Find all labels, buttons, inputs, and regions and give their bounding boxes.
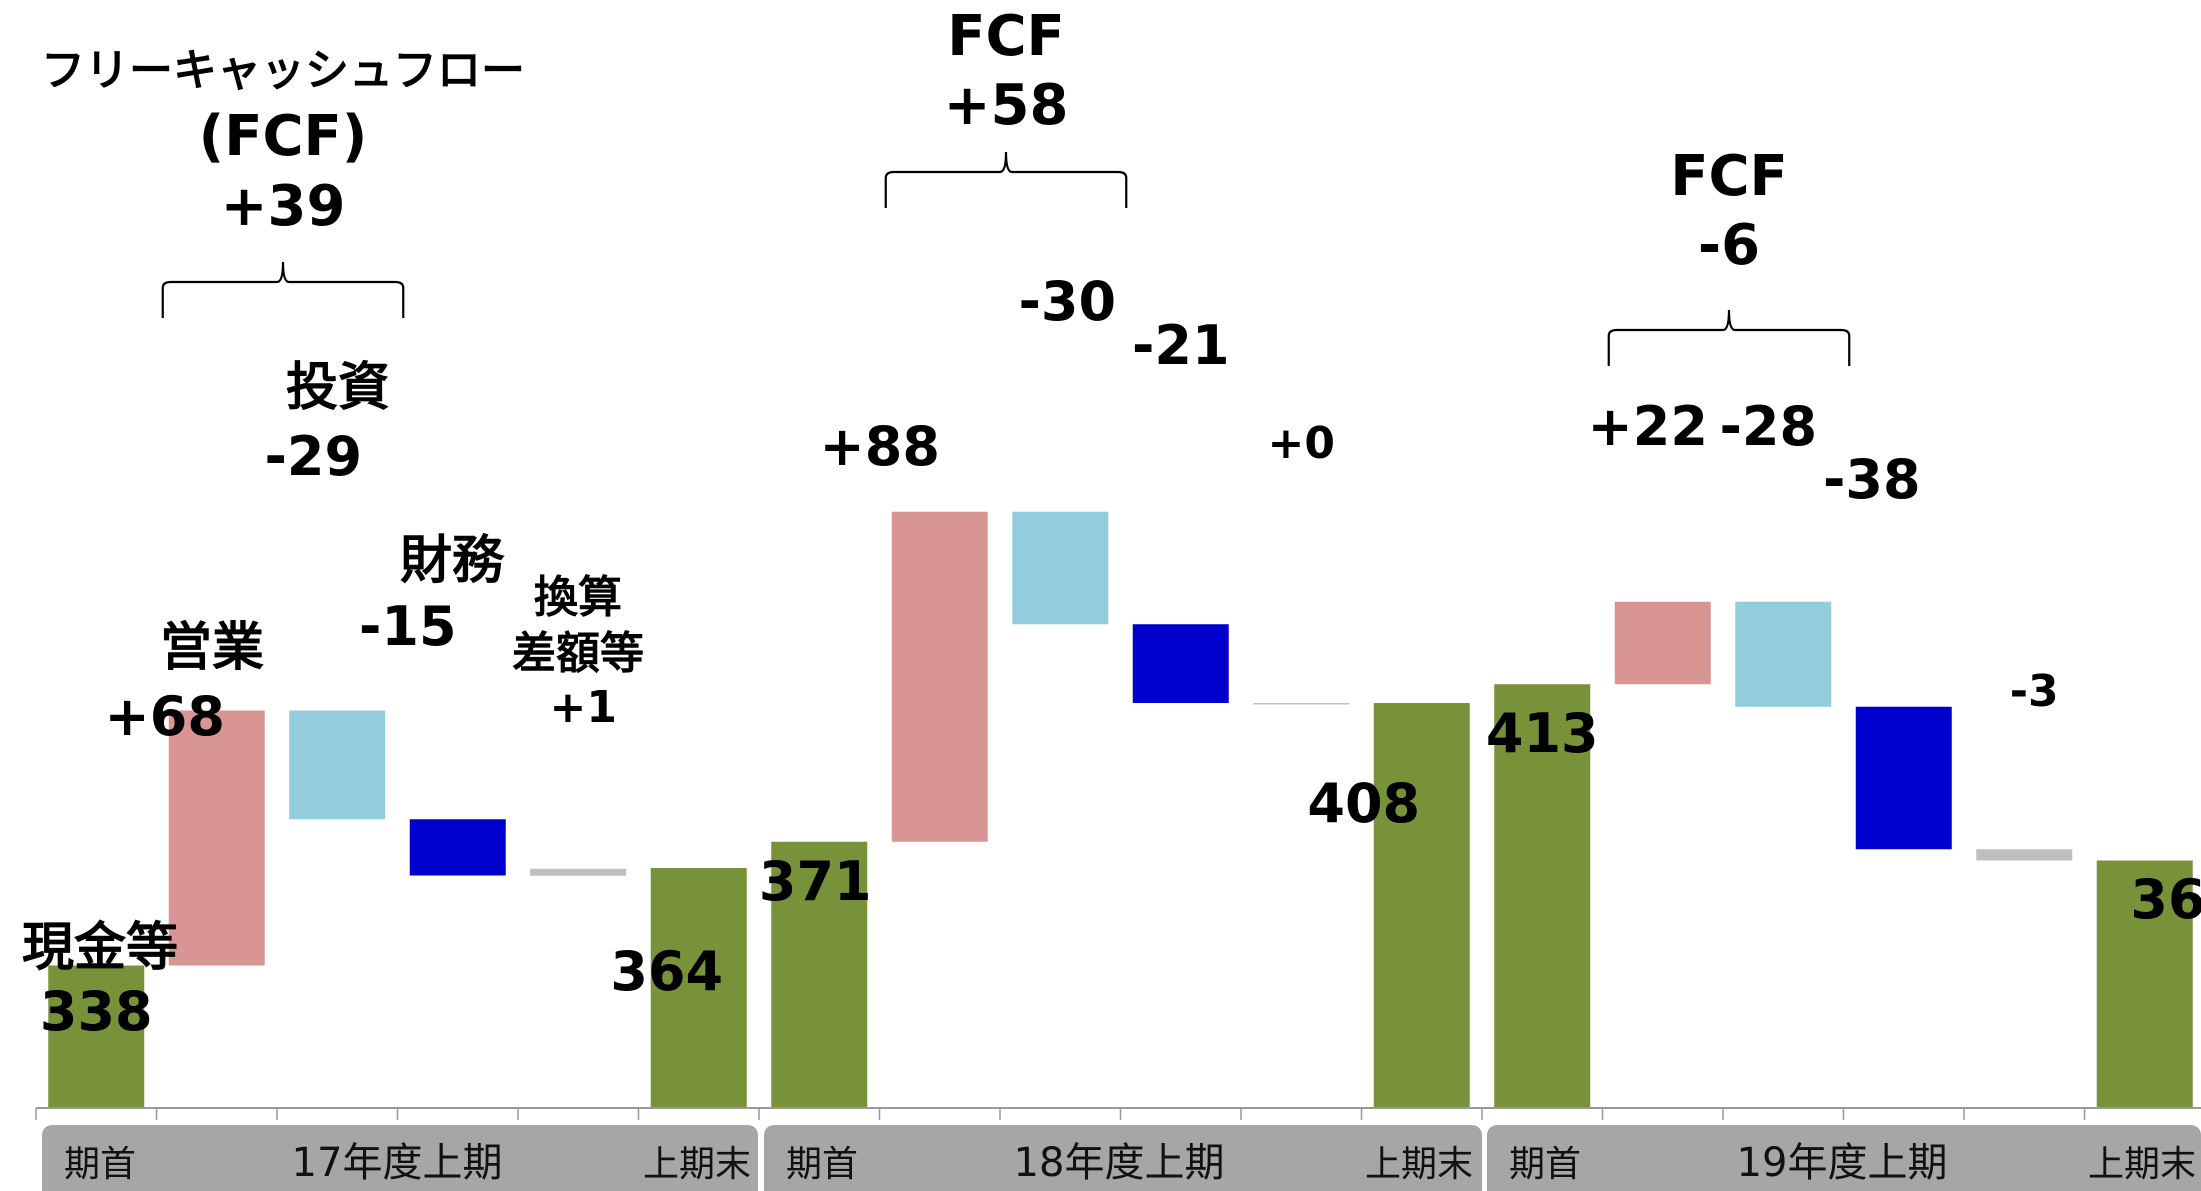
axis-label-start-3: 期首 [1509,1144,1581,1185]
data-label-2-5: +0 [1268,418,1335,469]
data-label-3-4: -38 [1823,448,1921,511]
fcf-value-3: -6 [1698,213,1760,278]
bar-other-1-5 [530,868,627,876]
bar-other-2-5 [1253,703,1350,705]
data-label-3-3: -28 [1719,395,1817,458]
data-label-2-1: 371 [759,850,872,913]
data-label-2-3: -30 [1018,270,1116,333]
fcf-title-2: FCF [947,4,1065,69]
bar-operating-3-2 [1614,601,1711,685]
fcf-value-1: +39 [221,174,346,239]
bar-investing-3-3 [1735,601,1832,707]
data-label-3-2: +22 [1588,395,1708,458]
fcf-title-jp-1: フリーキャッシュフロー [41,45,525,96]
data-label-3-5: -3 [2010,666,2059,717]
bar-other-3-5 [1976,849,2073,861]
bar-cash-1-1 [48,965,145,1108]
axis-label-period-1: 17年度上期 [292,1140,503,1186]
data-label-1-6: 364 [610,940,723,1003]
bar-operating-1-2 [168,710,265,966]
financing-name-label: 財務 [400,531,505,591]
axis-label-period-3: 19年度上期 [1737,1140,1948,1186]
fcf-brace-3 [1607,309,1851,366]
axis-label-start-2: 期首 [786,1144,858,1185]
bar-cash-2-1 [771,841,868,1108]
fcf-title-abbr-1: (FCF) [199,104,368,169]
cash-name-label: 現金等 [22,918,178,978]
bars-layer [48,511,2193,1108]
data-label-1-5: +1 [550,682,617,733]
data-label-1-1: 338 [40,980,153,1043]
data-label-2-4: -21 [1132,314,1230,377]
data-label-2-2: +88 [820,415,940,478]
investing-name-label: 投資 [286,358,390,418]
data-label-1-3: -29 [264,425,362,488]
bar-investing-1-3 [289,710,386,820]
fcf-value-2: +58 [944,73,1069,138]
data-label-3-6: 366 [2130,868,2201,931]
data-label-2-6: 408 [1307,772,1420,835]
axis-label-end-1: 上期末 [643,1144,751,1185]
bar-financing-1-4 [409,819,506,876]
bar-financing-3-4 [1855,706,1952,850]
bar-cash-1-6 [650,868,747,1108]
data-label-3-1: 413 [1486,702,1599,765]
data-label-1-2: +68 [105,685,225,748]
axis-label-end-2: 上期末 [1365,1144,1473,1185]
period-band-1 [42,1125,758,1191]
operating-name-label: 営業 [160,618,264,678]
data-label-1-4: -15 [359,595,457,658]
bar-operating-2-2 [891,511,988,842]
category-axis: 期首 17年度上期 上期末 期首 18年度上期 上期末 期首 19年度上期 上期末 [35,1107,2201,1191]
axis-label-period-2: 18年度上期 [1014,1140,1225,1186]
bar-financing-2-4 [1132,624,1229,703]
fcf-title-3: FCF [1670,144,1788,209]
axis-label-start-1: 期首 [64,1144,136,1185]
axis-label-end-3: 上期末 [2088,1144,2196,1185]
fcf-brace-1 [161,261,405,318]
bar-investing-2-3 [1012,511,1109,625]
other-name-label-1: 換算 [534,572,622,623]
bar-cash-3-1 [1494,684,1591,1108]
period-band-2 [764,1125,1482,1191]
fcf-brace-2 [884,151,1128,208]
bar-cash-3-6 [2096,860,2193,1108]
bar-cash-2-6 [1373,703,1470,1108]
data-labels-layer: 338 +68 -29 -15 +1 364 フリーキャッシュフロー (FCF)+39 371 +… [22,4,2201,1043]
period-band-3 [1487,1125,2201,1191]
fcf-braces-layer [161,151,1851,366]
other-name-label-2: 差額等 [512,628,644,679]
